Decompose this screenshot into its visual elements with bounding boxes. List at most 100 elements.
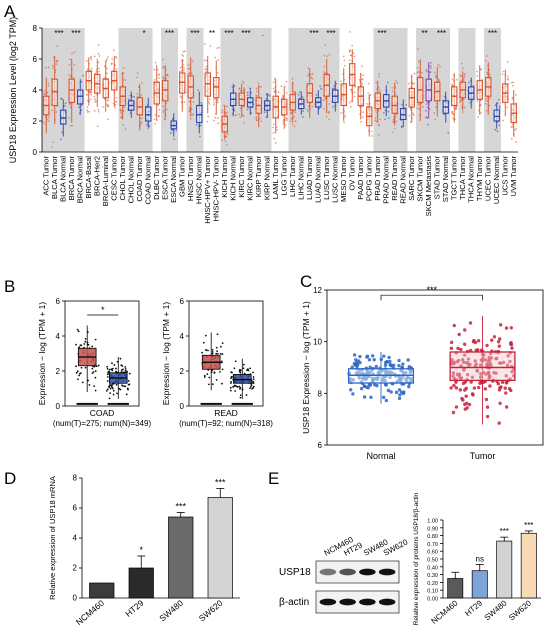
data-point xyxy=(92,371,95,373)
data-point xyxy=(315,94,318,96)
data-point xyxy=(125,393,128,396)
x-tick-label: LGG Tumor xyxy=(279,156,288,196)
data-point xyxy=(239,371,242,374)
data-point xyxy=(451,410,456,415)
data-point xyxy=(122,123,125,126)
data-point xyxy=(187,64,190,67)
data-point xyxy=(496,102,499,105)
data-point xyxy=(478,375,483,379)
data-point xyxy=(332,105,334,108)
data-point xyxy=(351,392,355,396)
data-point xyxy=(83,343,86,345)
data-point xyxy=(205,349,208,352)
data-point xyxy=(503,386,507,390)
data-point xyxy=(216,352,219,355)
data-point xyxy=(243,121,245,124)
data-point xyxy=(120,112,122,114)
data-point xyxy=(285,117,287,120)
data-point xyxy=(457,332,461,337)
data-point xyxy=(475,369,480,373)
y-tick-label: 0.80 xyxy=(427,534,438,540)
data-point xyxy=(452,383,456,388)
significance-label: * xyxy=(139,545,143,555)
x-tick-label: ESCA Tumor xyxy=(160,156,169,200)
data-point xyxy=(246,369,248,372)
data-point xyxy=(456,78,459,81)
significance-label: *** xyxy=(309,29,318,38)
data-point xyxy=(189,117,192,120)
data-point xyxy=(181,53,184,56)
data-point xyxy=(515,127,518,130)
data-point xyxy=(488,75,491,78)
data-point xyxy=(505,363,510,367)
data-point xyxy=(86,109,89,111)
data-point xyxy=(229,386,232,389)
y-tick-label: 0.60 xyxy=(427,550,438,556)
data-point xyxy=(290,117,293,120)
data-point xyxy=(255,95,258,98)
data-point xyxy=(226,133,229,136)
data-point xyxy=(397,396,402,401)
data-point xyxy=(69,102,71,105)
data-point xyxy=(86,68,89,71)
data-point xyxy=(221,368,224,371)
data-point xyxy=(451,78,454,81)
data-point xyxy=(429,64,432,67)
data-point xyxy=(349,88,352,91)
data-point xyxy=(256,119,258,122)
data-point xyxy=(90,91,93,94)
data-point xyxy=(233,85,236,88)
data-point xyxy=(460,79,463,82)
data-point xyxy=(56,60,59,63)
data-point xyxy=(120,115,123,118)
data-point xyxy=(188,73,190,75)
data-point xyxy=(479,68,482,71)
data-point xyxy=(437,78,440,81)
data-point xyxy=(450,111,453,113)
data-point xyxy=(112,49,115,52)
data-point xyxy=(46,118,49,121)
data-point xyxy=(235,114,237,117)
data-point xyxy=(224,135,227,138)
data-point xyxy=(294,120,297,123)
data-point xyxy=(249,387,251,390)
shade-band xyxy=(297,28,306,152)
data-point xyxy=(229,389,232,392)
data-point xyxy=(158,108,161,111)
bar xyxy=(496,540,513,599)
data-point xyxy=(106,72,108,75)
data-point xyxy=(201,351,203,354)
data-point xyxy=(148,125,151,127)
data-point xyxy=(326,55,329,58)
data-point xyxy=(494,128,497,131)
data-point xyxy=(113,364,116,366)
bar xyxy=(471,570,488,599)
data-point xyxy=(353,95,356,98)
data-point xyxy=(94,376,97,379)
x-tick-label: SKCM Tumor xyxy=(415,156,424,202)
x-tick-label: LUSC Normal xyxy=(330,156,339,203)
data-point xyxy=(129,94,132,97)
data-point xyxy=(461,398,465,402)
significance-label: *** xyxy=(488,29,497,38)
data-point xyxy=(497,98,500,101)
y-tick-label: 4 xyxy=(56,332,61,341)
x-tick-label: COAD Normal xyxy=(143,156,152,205)
data-point xyxy=(349,31,351,33)
data-point xyxy=(219,370,221,373)
data-point xyxy=(425,68,428,71)
data-point xyxy=(243,90,245,93)
bar xyxy=(447,578,464,599)
data-point xyxy=(165,77,168,80)
data-point xyxy=(451,374,455,378)
data-point xyxy=(97,108,100,111)
data-point xyxy=(108,397,111,400)
data-point xyxy=(115,383,118,386)
data-point xyxy=(242,105,245,108)
data-point xyxy=(162,58,165,61)
box xyxy=(449,351,516,382)
data-point xyxy=(120,117,123,119)
data-point xyxy=(361,82,364,85)
data-point xyxy=(93,109,96,112)
data-point xyxy=(140,121,143,123)
